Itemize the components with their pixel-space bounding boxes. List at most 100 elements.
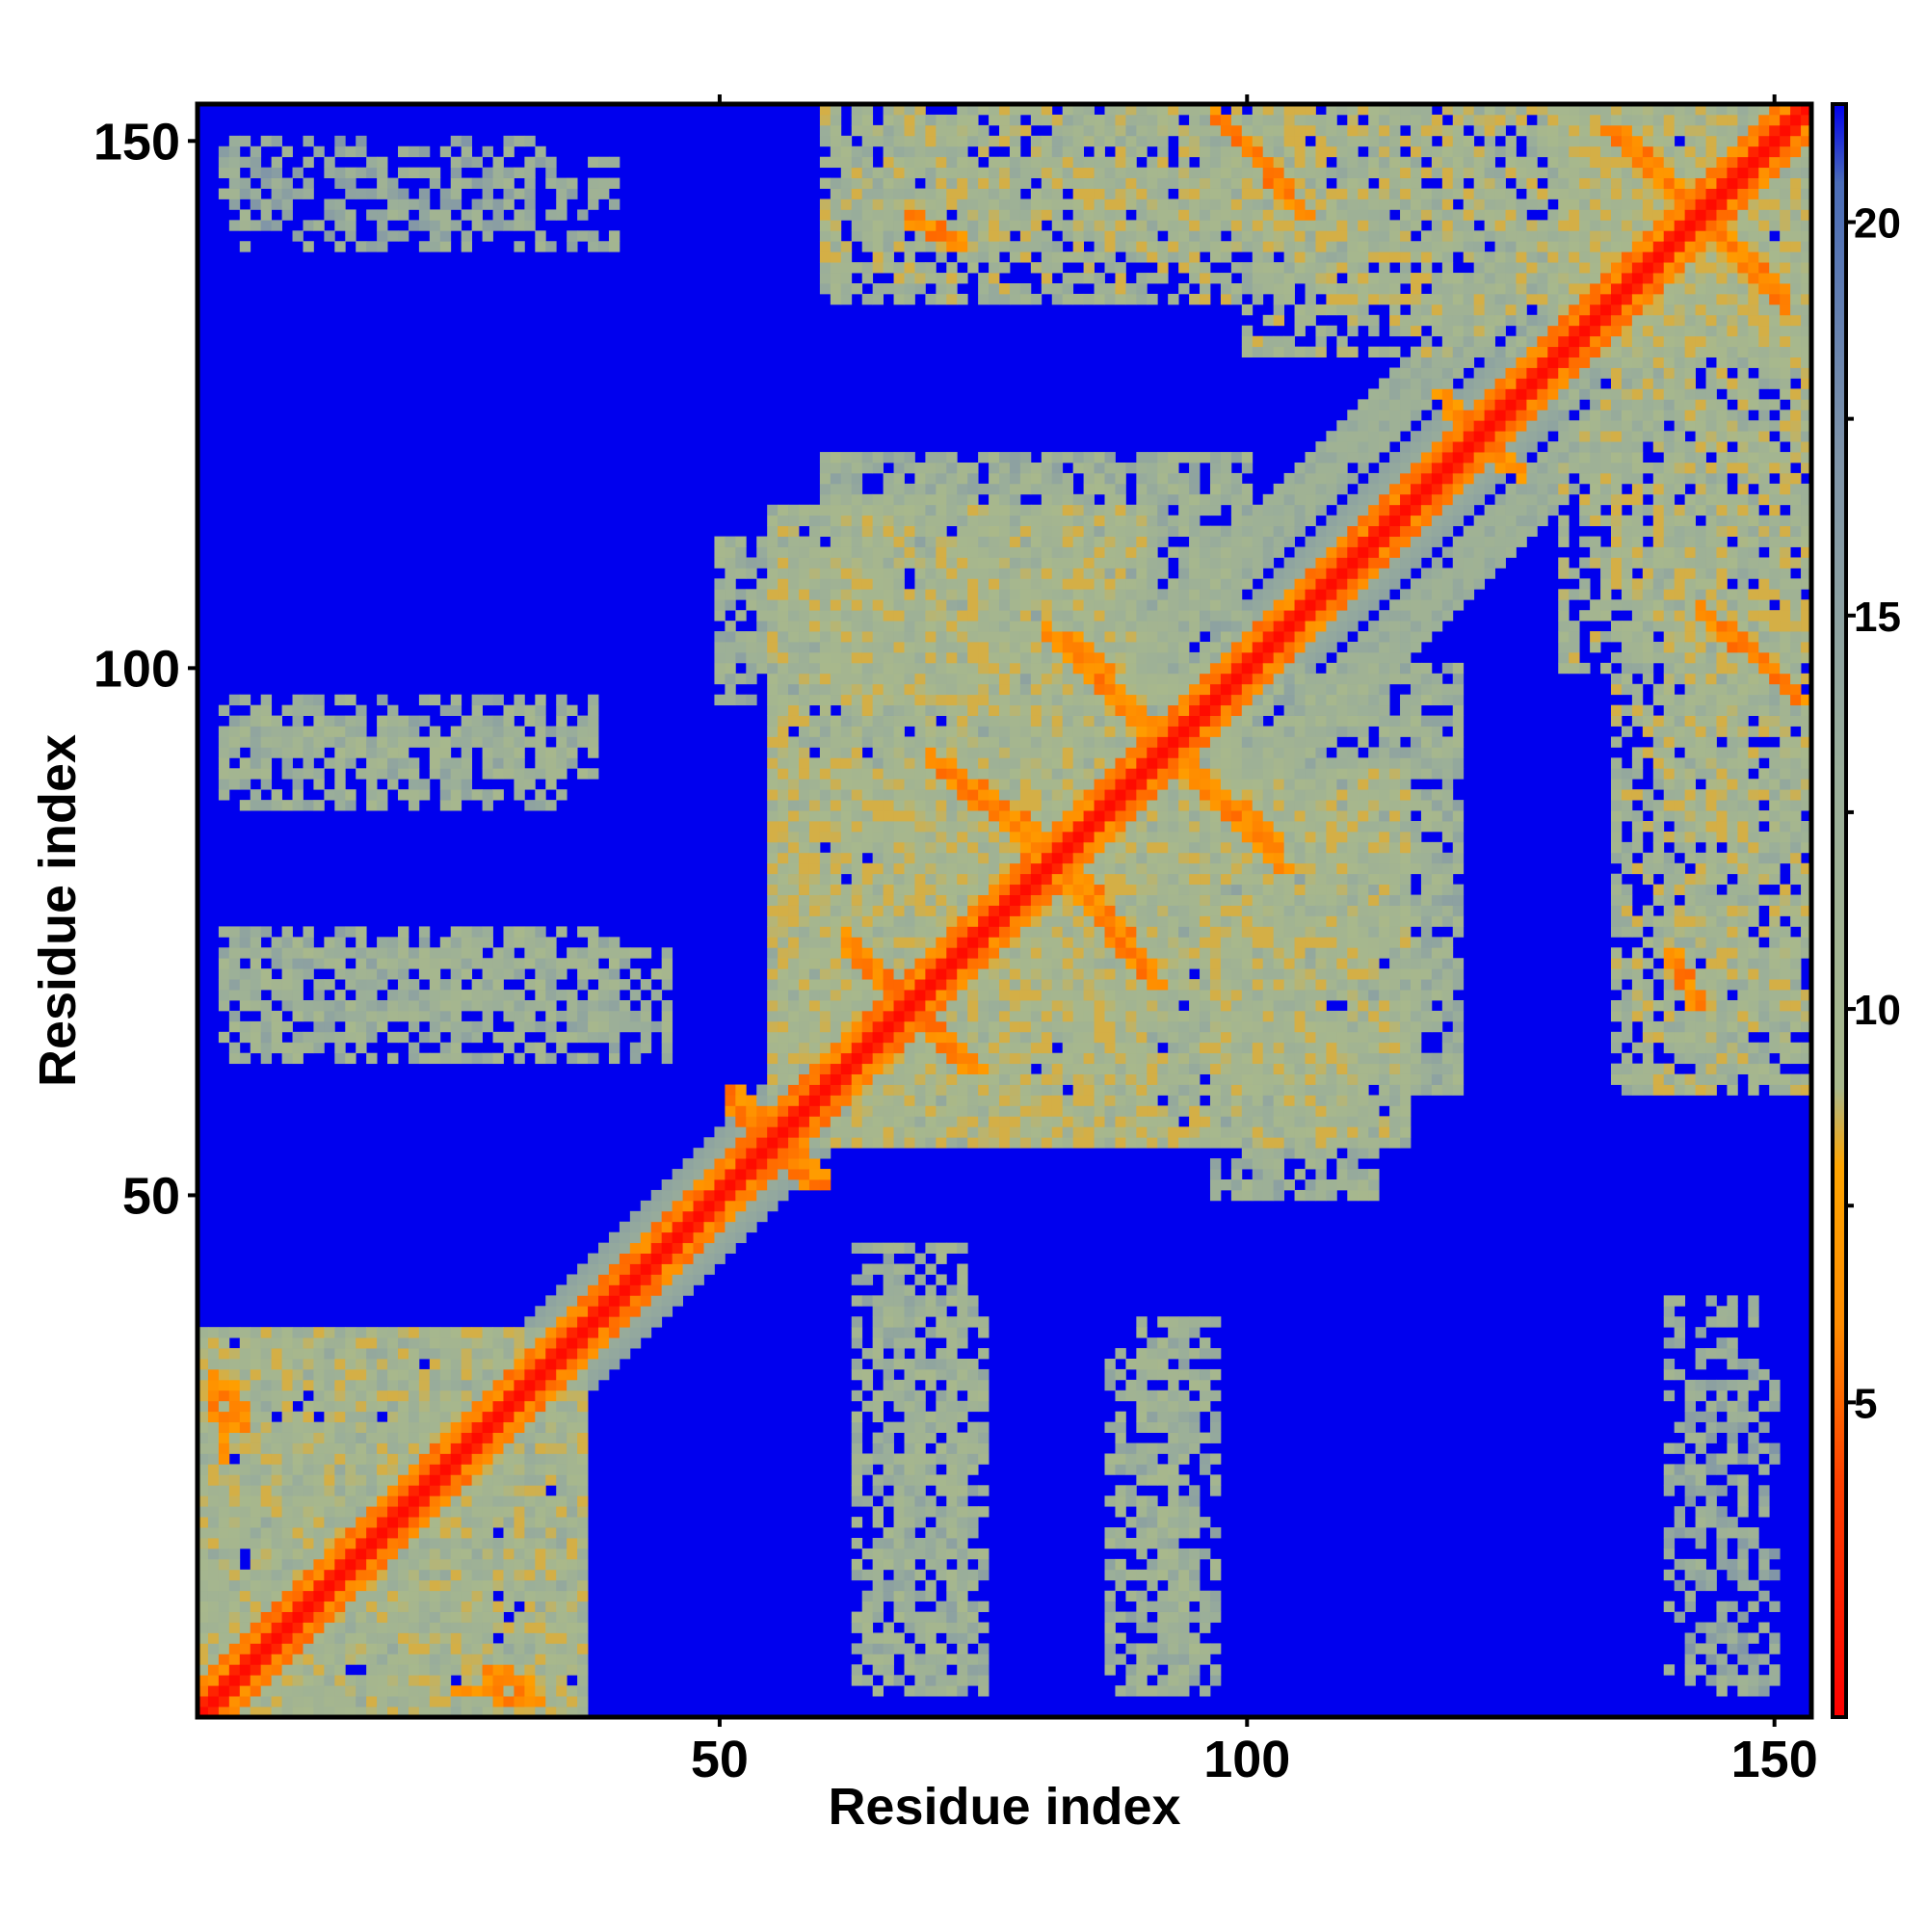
heatmap-cell [334, 1654, 346, 1665]
heatmap-cell [808, 1169, 821, 1180]
heatmap-cell [682, 1158, 694, 1170]
heatmap-cell [840, 251, 853, 263]
heatmap-cell [1009, 515, 1021, 527]
heatmap-cell [957, 1548, 968, 1560]
heatmap-cell [925, 114, 937, 126]
heatmap-cell [893, 873, 905, 886]
heatmap-cell [989, 651, 1000, 664]
heatmap-cell [198, 1707, 209, 1718]
heatmap-cell [218, 146, 230, 158]
heatmap-cell [461, 1569, 473, 1581]
heatmap-cell [1030, 968, 1043, 980]
heatmap-cell [450, 1379, 462, 1391]
heatmap-cell [228, 220, 241, 231]
heatmap-cell [883, 610, 894, 622]
heatmap-cell [461, 177, 473, 189]
heatmap-cell [799, 968, 810, 980]
heatmap-cell [914, 104, 926, 116]
heatmap-cell [967, 621, 979, 632]
heatmap-cell [978, 704, 990, 716]
heatmap-cell [861, 1569, 874, 1581]
heatmap-cell [387, 177, 399, 189]
heatmap-cell [967, 884, 979, 895]
heatmap-cell [682, 1189, 694, 1202]
heatmap-cell [756, 1210, 768, 1223]
heatmap-cell [936, 1010, 947, 1022]
heatmap-cell [271, 220, 282, 231]
heatmap-cell [461, 209, 473, 221]
heatmap-cell [883, 536, 894, 547]
heatmap-cell [735, 1137, 747, 1149]
heatmap-cell [819, 968, 832, 980]
heatmap-cell [693, 1179, 704, 1191]
heatmap-cell [1030, 673, 1043, 685]
heatmap-cell [313, 704, 325, 716]
heatmap-cell [228, 768, 241, 780]
heatmap-cell [535, 1495, 546, 1507]
heatmap-cell [608, 1042, 620, 1054]
heatmap-cell [788, 926, 800, 938]
heatmap-cell [250, 1675, 262, 1686]
heatmap-cell [324, 726, 335, 737]
heatmap-cell [366, 1622, 378, 1633]
heatmap-cell [946, 1073, 958, 1085]
heatmap-cell [567, 1643, 578, 1654]
heatmap-cell [345, 1337, 356, 1349]
heatmap-cell [703, 1137, 715, 1149]
heatmap-cell [1019, 452, 1032, 463]
heatmap-cell [281, 1327, 293, 1338]
heatmap-cell [861, 167, 874, 178]
heatmap-cell [978, 1421, 990, 1433]
heatmap-cell [967, 1052, 979, 1065]
heatmap-cell [387, 1000, 399, 1012]
heatmap-cell [567, 726, 578, 737]
heatmap-cell [345, 726, 356, 737]
heatmap-cell [693, 1242, 704, 1254]
heatmap-cell [556, 990, 568, 1001]
heatmap-cell [439, 1368, 452, 1381]
heatmap-cell [198, 1685, 209, 1697]
heatmap-cell [260, 1442, 273, 1454]
heatmap-cell [861, 884, 874, 895]
heatmap-cell [1019, 958, 1032, 969]
heatmap-cell [303, 704, 314, 716]
heatmap-cell [366, 757, 378, 769]
heatmap-cell [967, 578, 979, 590]
heatmap-cell [851, 1337, 863, 1349]
heatmap-cell [418, 1337, 431, 1349]
heatmap-cell [239, 1474, 251, 1486]
heatmap-cell [556, 1284, 568, 1296]
heatmap-cell [914, 789, 926, 801]
heatmap-cell [588, 958, 599, 969]
heatmap-cell [851, 1052, 863, 1065]
heatmap-cell [408, 1474, 420, 1486]
heatmap-cell [714, 694, 726, 706]
heatmap-cell [830, 220, 842, 231]
heatmap-cell [756, 1189, 768, 1202]
heatmap-cell [281, 1432, 293, 1443]
heatmap-cell [1009, 104, 1021, 116]
heatmap-cell [872, 926, 884, 938]
heatmap-cell [260, 1368, 273, 1381]
heatmap-cell [577, 1527, 589, 1539]
heatmap-cell [725, 1137, 736, 1149]
heatmap-cell [482, 726, 493, 737]
heatmap-cell [567, 990, 578, 1001]
heatmap-cell [524, 800, 536, 811]
heatmap-cell [967, 747, 979, 758]
heatmap-cell [418, 1538, 431, 1549]
heatmap-cell [946, 135, 958, 147]
heatmap-cell [324, 1495, 335, 1507]
heatmap-cell [366, 1517, 378, 1528]
heatmap-cell [767, 937, 779, 948]
heatmap-cell [703, 1221, 715, 1233]
heatmap-cell [830, 1073, 842, 1085]
heatmap-cell [893, 472, 905, 485]
heatmap-cell [808, 651, 821, 664]
heatmap-cell [1030, 757, 1043, 769]
heatmap-cell [861, 1400, 874, 1413]
heatmap-cell [914, 1084, 926, 1096]
heatmap-cell [893, 979, 905, 991]
heatmap-cell [1019, 472, 1032, 485]
heatmap-cell [936, 1548, 947, 1560]
